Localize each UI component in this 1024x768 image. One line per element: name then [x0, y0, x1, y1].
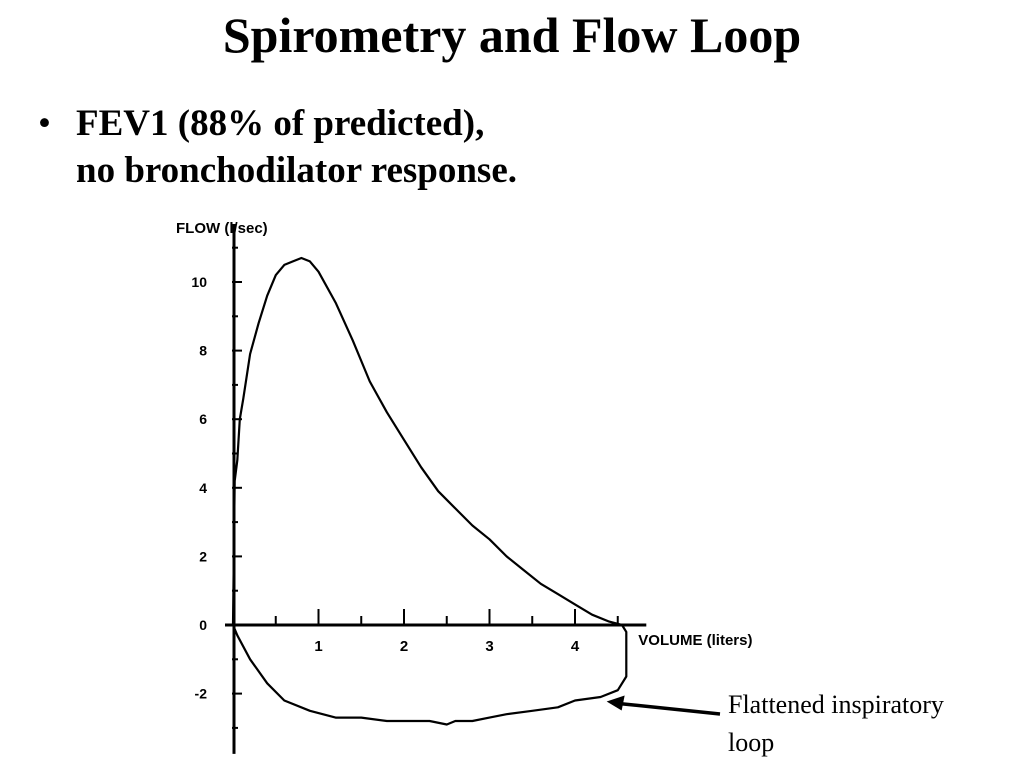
annotation-arrow-head [606, 695, 625, 711]
annotation-line-2: loop [728, 728, 775, 757]
bullet-line-2: no bronchodilator response. [76, 150, 518, 191]
x-tick-label: 4 [571, 638, 580, 655]
bullet-line-1: FEV1 (88% of predicted), [76, 103, 485, 144]
annotation-arrow-shaft [618, 701, 721, 716]
y-tick-label: 0 [199, 617, 207, 633]
slide-title: Spirometry and Flow Loop [222, 7, 802, 63]
x-axis-title: VOLUME (liters) [638, 632, 752, 649]
annotation-line-1: Flattened inspiratory [728, 690, 944, 719]
y-tick-label: 10 [191, 274, 207, 290]
x-tick-label: 3 [485, 638, 493, 655]
y-tick-label: 4 [199, 480, 207, 496]
tick-marks [232, 246, 619, 729]
x-tick-label: 2 [400, 638, 408, 655]
loop-curve [231, 256, 628, 726]
y-tick-label: 6 [199, 411, 207, 427]
y-tick-label: -2 [195, 686, 208, 702]
y-axis-title: FLOW (l/sec) [176, 220, 268, 237]
annotation-arrow [606, 695, 721, 716]
x-tick-label: 1 [314, 638, 322, 655]
flow-volume-loop [231, 256, 628, 726]
y-tick-label: 2 [199, 548, 207, 564]
annotation-label: Flattened inspiratory loop [728, 686, 1018, 762]
bullet-marker: • [38, 103, 51, 144]
tick-labels: 10 8 6 4 2 0 -2 1 2 3 4 FLOW (l/sec) VOLUME (liters) [176, 220, 752, 702]
bullet-text: FEV1 (88% of predicted), no bronchodilat… [76, 100, 517, 194]
y-tick-label: 8 [199, 343, 207, 359]
